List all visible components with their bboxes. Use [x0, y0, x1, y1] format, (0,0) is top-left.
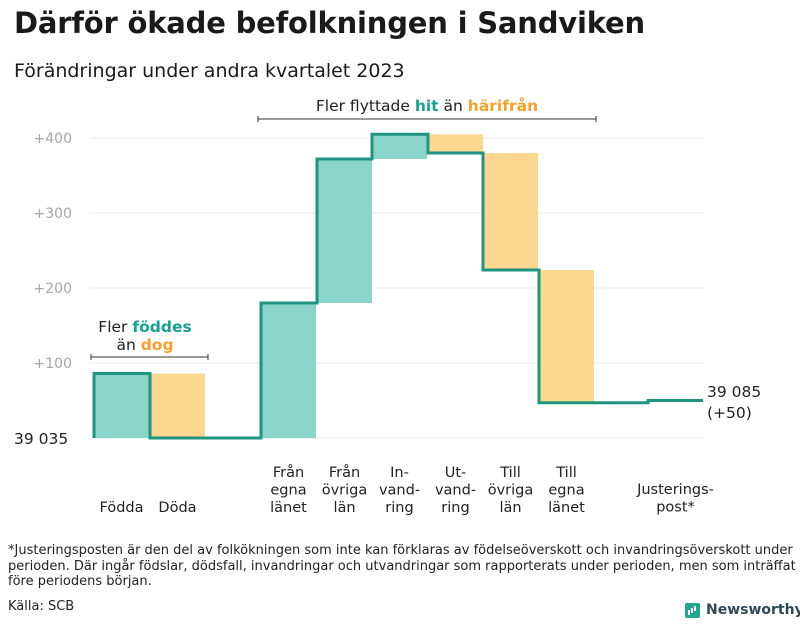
category-label: Justerings-: [636, 482, 714, 498]
category-label: Födda: [100, 500, 144, 516]
category-label: Döda: [158, 500, 196, 516]
annotation-moves: Fler flyttade hit än härifrån: [316, 96, 538, 115]
annotation-text: härifrån: [468, 96, 538, 115]
category-label: Ut-: [445, 465, 467, 481]
annotation-text: än: [116, 336, 140, 354]
category-label: Från: [273, 464, 304, 481]
category-label: övriga: [322, 483, 368, 499]
category-label: länet: [548, 500, 585, 516]
annotation-text: Fler: [98, 318, 132, 336]
category-label: In-: [390, 465, 409, 481]
step-line: [92, 132, 703, 440]
annotation-text: än: [439, 97, 468, 115]
y-tick-label: +100: [34, 356, 72, 372]
annotation-text: Fler flyttade: [316, 97, 415, 115]
footnote: *Justeringsposten är den del av folkökni…: [8, 543, 796, 589]
brand-name: Newsworthy: [706, 602, 800, 618]
category-label: länet: [270, 500, 307, 516]
annotation-teal-word: föddes: [132, 318, 191, 336]
category-label: län: [333, 500, 355, 516]
bar-födda: [94, 373, 149, 438]
bar-invandring: [372, 134, 427, 159]
annotation-orange-word: dog: [141, 336, 174, 354]
annotation-text: hit: [415, 97, 439, 115]
category-label: ring: [441, 500, 469, 516]
category-label: övriga: [488, 483, 534, 499]
chart-title: Därför ökade befolkningen i Sandviken: [14, 6, 645, 40]
source-label: Källa: SCB: [8, 599, 75, 614]
y-tick-label: +400: [34, 131, 72, 147]
bar-chart-icon: [685, 602, 700, 618]
category-label: Till: [499, 465, 521, 481]
category-label: egna: [548, 483, 584, 499]
category-label: vand-: [379, 483, 420, 499]
y-tick-label: +200: [34, 281, 72, 297]
category-label: län: [499, 500, 521, 516]
annotation-births-line1: Fler föddes: [98, 318, 191, 336]
bar-till-egna-länet: [539, 270, 594, 403]
bar-till-övriga-län: [483, 153, 538, 270]
chart-subtitle: Förändringar under andra kvartalet 2023: [14, 60, 405, 82]
category-label: Till: [555, 465, 577, 481]
category-label: vand-: [435, 483, 476, 499]
category-label: post*: [656, 500, 695, 516]
bar-döda: [150, 373, 205, 438]
bar-från-övriga-län: [317, 159, 372, 303]
end-value-label: 39 085: [707, 383, 761, 401]
category-label: ring: [385, 500, 413, 516]
category-label: Från: [329, 464, 360, 481]
category-label: egna: [270, 483, 306, 499]
y-tick-label: +300: [34, 206, 72, 222]
brand-logo[interactable]: Newsworthy: [685, 602, 800, 618]
bar-utvandring: [428, 134, 483, 153]
annotation-births-line2: än dog: [116, 336, 173, 354]
baseline-label: 39 035: [14, 430, 68, 448]
bar-från-egna-länet: [261, 303, 316, 438]
end-change-label: (+50): [707, 404, 752, 422]
